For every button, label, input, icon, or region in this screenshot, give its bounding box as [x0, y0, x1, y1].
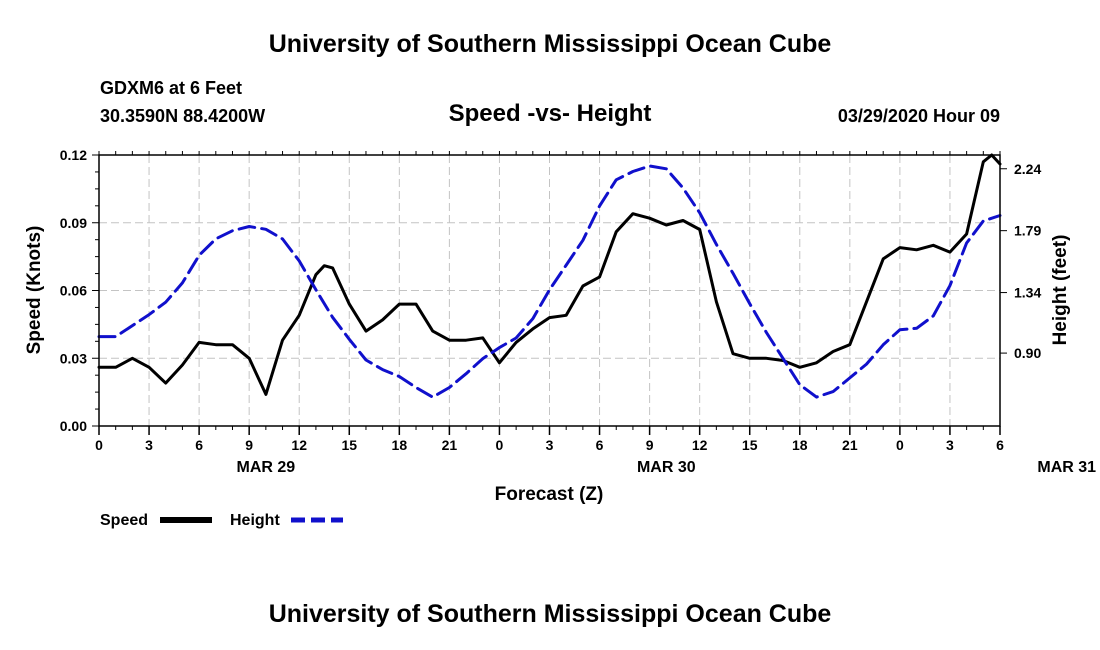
x-tick-label: 3	[546, 437, 554, 453]
x-tick-label: 6	[596, 437, 604, 453]
series-line-speed	[97, 153, 1002, 396]
x-tick-label: 12	[692, 437, 708, 453]
y-tick-label: 0.00	[60, 418, 87, 434]
date-label: MAR 31	[1037, 459, 1096, 476]
x-tick-label: 9	[245, 437, 253, 453]
x-tick-label: 15	[742, 437, 758, 453]
x-tick-label: 3	[145, 437, 153, 453]
legend-label-speed: Speed	[100, 512, 148, 529]
date-label: MAR 29	[237, 459, 296, 476]
series-line-height	[97, 164, 1002, 399]
y2-tick-label: 0.90	[1014, 345, 1041, 361]
legend-label-height: Height	[230, 512, 280, 529]
chart-subtitle: Speed -vs- Height	[448, 100, 652, 127]
y-axis-title: Speed (Knots)	[24, 226, 45, 355]
x-tick-label: 0	[95, 437, 103, 453]
y2-tick-label: 1.34	[1014, 285, 1041, 301]
y2-axis-title: Height (feet)	[1050, 235, 1071, 346]
series-layer	[97, 153, 1002, 399]
y-tick-label: 0.03	[60, 350, 87, 366]
station-label: GDXM6 at 6 Feet	[100, 78, 243, 98]
x-tick-label: 15	[341, 437, 357, 453]
date-label: MAR 30	[637, 459, 696, 476]
y-tick-label: 0.09	[60, 215, 87, 231]
legend: Speed Height	[100, 512, 343, 529]
x-tick-label: 6	[996, 437, 1004, 453]
x-tick-label: 0	[896, 437, 904, 453]
y-tick-label: 0.12	[60, 147, 87, 163]
x-tick-label: 0	[496, 437, 504, 453]
x-tick-label: 21	[442, 437, 458, 453]
y-tick-label: 0.06	[60, 283, 87, 299]
chart-title-top: University of Southern Mississippi Ocean…	[268, 30, 832, 58]
x-tick-label: 21	[842, 437, 858, 453]
x-tick-label: 18	[392, 437, 408, 453]
x-axis-title: Forecast (Z)	[495, 484, 604, 505]
chart-title-bottom: University of Southern Mississippi Ocean…	[268, 600, 832, 628]
x-tick-label: 18	[792, 437, 808, 453]
x-tick-label: 6	[195, 437, 203, 453]
x-tick-label: 12	[291, 437, 307, 453]
y2-tick-label: 2.24	[1014, 161, 1041, 177]
x-tick-label: 3	[946, 437, 954, 453]
axes: 0 3 6 9 12 15 18 21 0 3 6 9 12 15 18 21 0 3 6 MAR 29 MAR 30 M…	[60, 147, 1096, 476]
datetime-label: 03/29/2020 Hour 09	[837, 106, 1000, 126]
x-tick-label: 9	[646, 437, 654, 453]
y2-tick-label: 1.79	[1014, 223, 1041, 239]
coordinates-label: 30.3590N 88.4200W	[100, 106, 266, 126]
